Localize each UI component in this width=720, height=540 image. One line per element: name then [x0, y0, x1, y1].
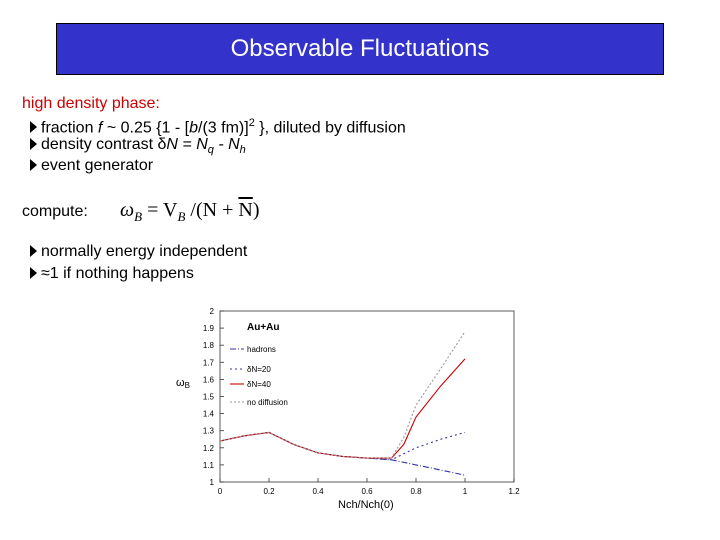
x-tick-label: 0.4: [312, 487, 324, 496]
plot-frame: [219, 310, 515, 483]
y-tick-label: 1.1: [203, 461, 215, 470]
y-tick-label: 1.4: [203, 410, 215, 419]
y-tick-label: 1: [210, 478, 215, 487]
y-tick-label: 1.6: [203, 375, 215, 384]
bullet-event-generator: event generator: [30, 156, 153, 176]
x-tick-label: 1.2: [508, 487, 520, 496]
series-line-0: [219, 431, 466, 476]
compute-label: compute:: [22, 203, 88, 220]
y-tick-label: 1.7: [203, 358, 215, 367]
triangle-bullet-icon: [30, 267, 37, 279]
x-tick-label: 0.8: [410, 487, 422, 496]
y-tick-label: 1.8: [203, 341, 215, 350]
legend-label: δN=20: [247, 365, 271, 374]
x-tick-label: 0.2: [263, 487, 275, 496]
x-tick-label: 0.6: [361, 487, 373, 496]
x-axis-label: Nch/Nch(0): [338, 499, 394, 511]
triangle-bullet-icon: [30, 138, 37, 150]
x-tick-label: 0: [218, 487, 223, 496]
y-axis-label: ωB: [176, 377, 190, 390]
triangle-bullet-icon: [30, 121, 37, 134]
legend-label: δN=40: [247, 380, 271, 389]
bullet-nothing-happens: ≈1 if nothing happens: [30, 264, 194, 284]
triangle-bullet-icon: [30, 245, 37, 257]
y-tick-label: 1.5: [203, 393, 215, 402]
y-tick-label: 1.3: [203, 427, 215, 436]
x-tick-label: 1: [463, 487, 468, 496]
y-tick-label: 2: [210, 307, 215, 316]
omega-formula: ωB = VB /(N + N): [120, 199, 260, 224]
bullet-fraction: fraction f ~ 0.25 {1 - [b/(3 fm)]2 }, di…: [30, 113, 406, 138]
y-tick-label: 1.9: [203, 324, 215, 333]
series-line-3: [219, 331, 466, 459]
section-heading: high density phase:: [22, 95, 160, 112]
series-line-1: [219, 431, 466, 461]
title-banner: Observable Fluctuations: [56, 23, 664, 75]
legend-label: no diffusion: [247, 398, 288, 407]
chart-title: Au+Au: [247, 322, 280, 333]
y-tick-label: 1.2: [203, 444, 215, 453]
slide-title: Observable Fluctuations: [230, 35, 490, 62]
legend-label: hadrons: [247, 345, 276, 354]
triangle-bullet-icon: [30, 159, 37, 171]
bullet-density-contrast: density contrast δN = Nq - Nh: [30, 135, 246, 160]
bullet-energy-independent: normally energy independent: [30, 242, 247, 262]
